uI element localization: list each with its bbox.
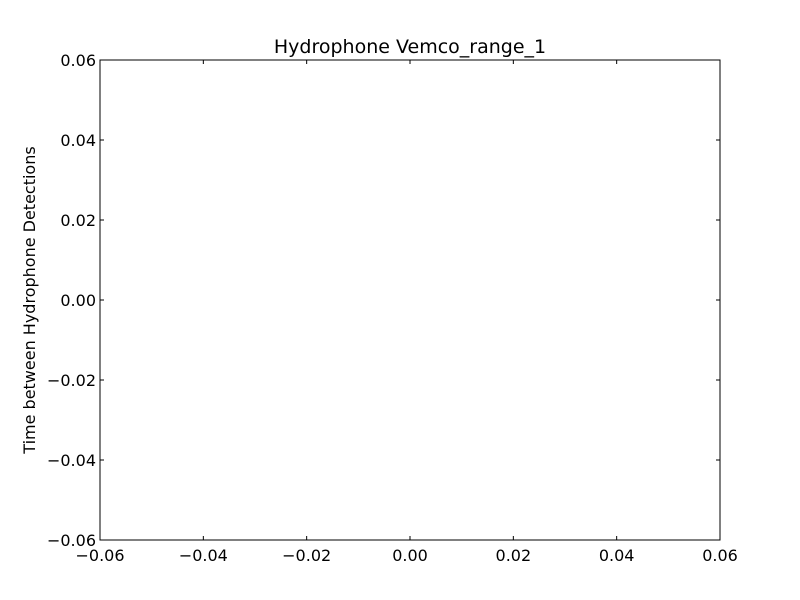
y-tick-label: 0.06 [60,51,96,70]
x-tick-label: 0.02 [496,546,532,565]
x-tick-label: −0.04 [179,546,228,565]
x-tick-label: −0.02 [282,546,331,565]
x-tick-label: 0.06 [702,546,738,565]
y-tick-label: 0.04 [60,131,96,150]
y-tick-label: −0.02 [47,371,96,390]
chart-title: Hydrophone Vemco_range_1 [274,36,546,58]
y-axis-label: Time between Hydrophone Detections [20,146,39,454]
x-tick-label: −0.06 [75,546,124,565]
plot-frame [99,59,721,541]
y-tick-label: −0.06 [47,531,96,550]
y-tick-label: −0.04 [47,451,96,470]
x-tick-label: 0.04 [599,546,635,565]
x-tick-label: 0.00 [392,546,428,565]
y-tick-label: 0.02 [60,211,96,230]
y-tick-label: 0.00 [60,291,96,310]
y-axis: −0.06 −0.04 −0.02 0.00 0.02 0.04 0.06 [47,51,720,550]
